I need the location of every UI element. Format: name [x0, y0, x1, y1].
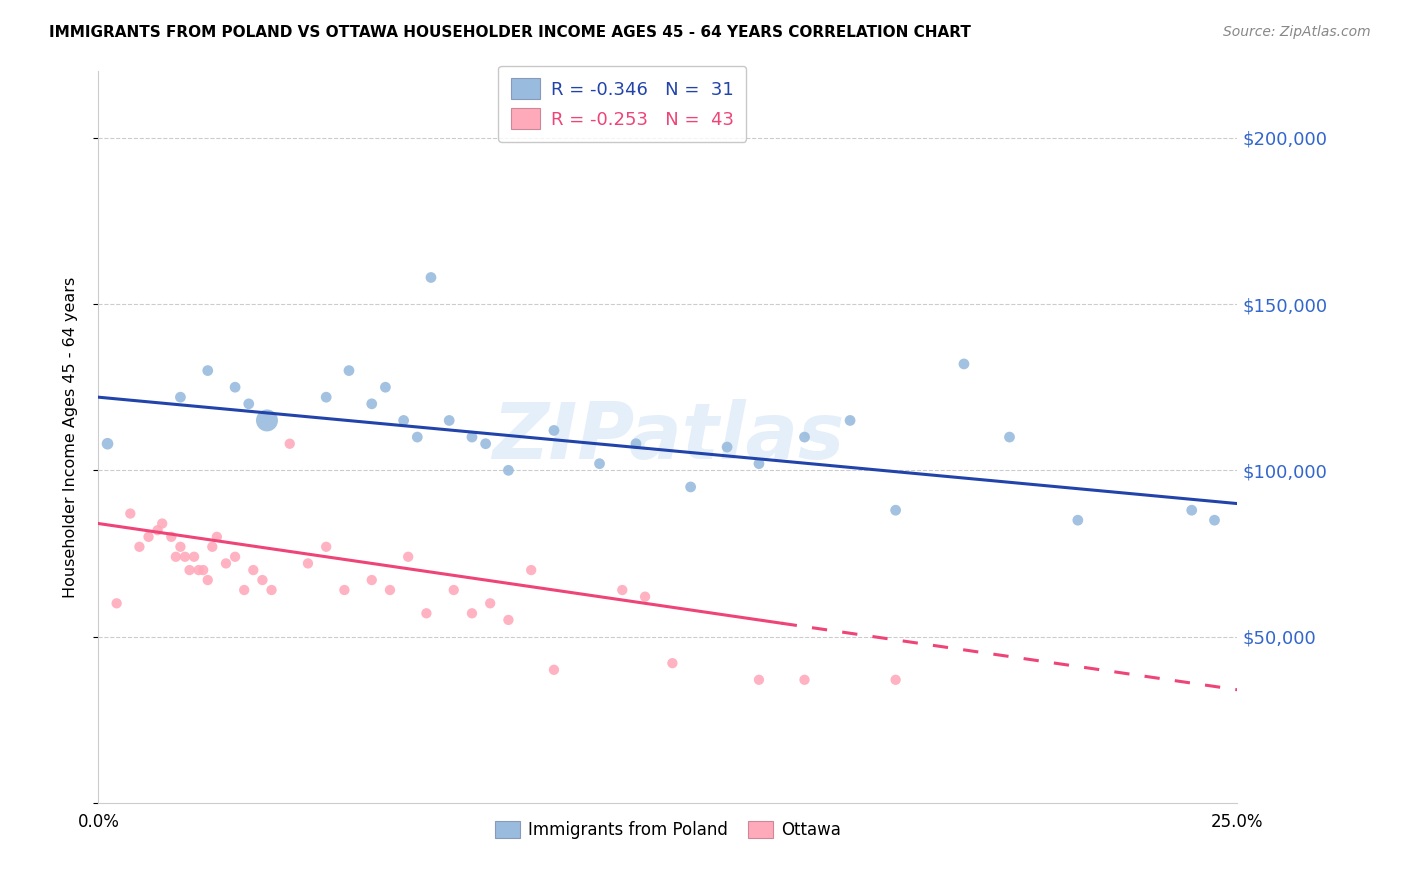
Point [998, 430, 1021, 444]
Point [793, 673, 815, 687]
Point [884, 503, 907, 517]
Point [146, 523, 169, 537]
Point [197, 363, 219, 377]
Point [396, 549, 419, 564]
Point [748, 673, 770, 687]
Point [392, 413, 415, 427]
Point [333, 582, 356, 597]
Point [1181, 503, 1204, 517]
Point [461, 607, 484, 621]
Point [716, 440, 738, 454]
Point [953, 357, 976, 371]
Point [224, 549, 246, 564]
Point [183, 549, 205, 564]
Point [233, 582, 256, 597]
Point [793, 430, 815, 444]
Text: ZIPatlas: ZIPatlas [492, 399, 844, 475]
Point [374, 380, 396, 394]
Point [679, 480, 702, 494]
Point [297, 557, 319, 571]
Point [1204, 513, 1226, 527]
Point [150, 516, 173, 531]
Point [260, 582, 283, 597]
Point [415, 607, 437, 621]
Point [884, 673, 907, 687]
Point [165, 549, 187, 564]
Point [443, 582, 465, 597]
Point [360, 397, 382, 411]
Point [128, 540, 150, 554]
Point [315, 540, 337, 554]
Point [461, 430, 484, 444]
Text: Source: ZipAtlas.com: Source: ZipAtlas.com [1223, 25, 1371, 39]
Point [839, 413, 862, 427]
Y-axis label: Householder Income Ages 45 - 64 years: Householder Income Ages 45 - 64 years [63, 277, 77, 598]
Point [543, 663, 565, 677]
Point [337, 363, 360, 377]
Legend: Immigrants from Poland, Ottawa: Immigrants from Poland, Ottawa [488, 814, 848, 846]
Point [479, 596, 502, 610]
Point [174, 549, 197, 564]
Point [187, 563, 209, 577]
Point [520, 563, 543, 577]
Point [238, 397, 260, 411]
Point [205, 530, 228, 544]
Point [105, 596, 128, 610]
Point [242, 563, 264, 577]
Point [406, 430, 429, 444]
Point [360, 573, 382, 587]
Point [224, 380, 246, 394]
Point [120, 507, 142, 521]
Point [179, 563, 201, 577]
Point [201, 540, 224, 554]
Point [624, 436, 647, 450]
Point [197, 573, 219, 587]
Point [378, 582, 401, 597]
Point [315, 390, 337, 404]
Point [420, 270, 443, 285]
Point [661, 656, 683, 670]
Point [748, 457, 770, 471]
Point [215, 557, 238, 571]
Point [169, 390, 191, 404]
Point [634, 590, 657, 604]
Point [252, 573, 274, 587]
Point [193, 563, 215, 577]
Point [498, 613, 520, 627]
Point [612, 582, 634, 597]
Point [96, 436, 118, 450]
Point [588, 457, 610, 471]
Point [498, 463, 520, 477]
Point [278, 436, 301, 450]
Point [437, 413, 460, 427]
Point [474, 436, 496, 450]
Point [138, 530, 160, 544]
Text: IMMIGRANTS FROM POLAND VS OTTAWA HOUSEHOLDER INCOME AGES 45 - 64 YEARS CORRELATI: IMMIGRANTS FROM POLAND VS OTTAWA HOUSEHO… [49, 25, 972, 40]
Point [1067, 513, 1090, 527]
Point [543, 424, 565, 438]
Point [169, 540, 191, 554]
Point [256, 413, 278, 427]
Point [160, 530, 183, 544]
